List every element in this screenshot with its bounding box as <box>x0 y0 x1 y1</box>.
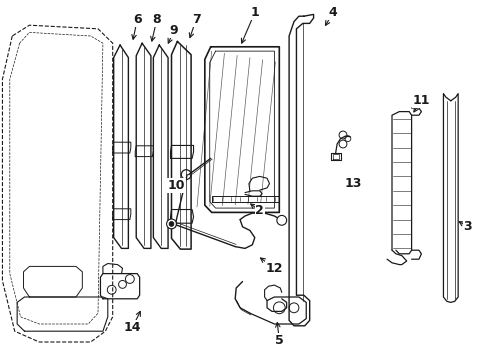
Text: 14: 14 <box>123 321 141 334</box>
Text: 13: 13 <box>344 177 362 190</box>
Text: 6: 6 <box>133 13 142 26</box>
Circle shape <box>277 215 287 225</box>
Text: 8: 8 <box>152 13 161 26</box>
Text: 9: 9 <box>170 24 178 37</box>
Text: 12: 12 <box>266 262 283 275</box>
Text: 5: 5 <box>275 334 284 347</box>
Text: 10: 10 <box>168 179 185 192</box>
Circle shape <box>169 221 174 226</box>
Text: 2: 2 <box>255 204 264 217</box>
Text: 4: 4 <box>329 6 338 19</box>
Text: 3: 3 <box>464 220 472 233</box>
Text: 1: 1 <box>250 6 259 19</box>
Text: 7: 7 <box>192 13 200 26</box>
Text: 11: 11 <box>413 94 430 107</box>
Circle shape <box>167 219 176 229</box>
